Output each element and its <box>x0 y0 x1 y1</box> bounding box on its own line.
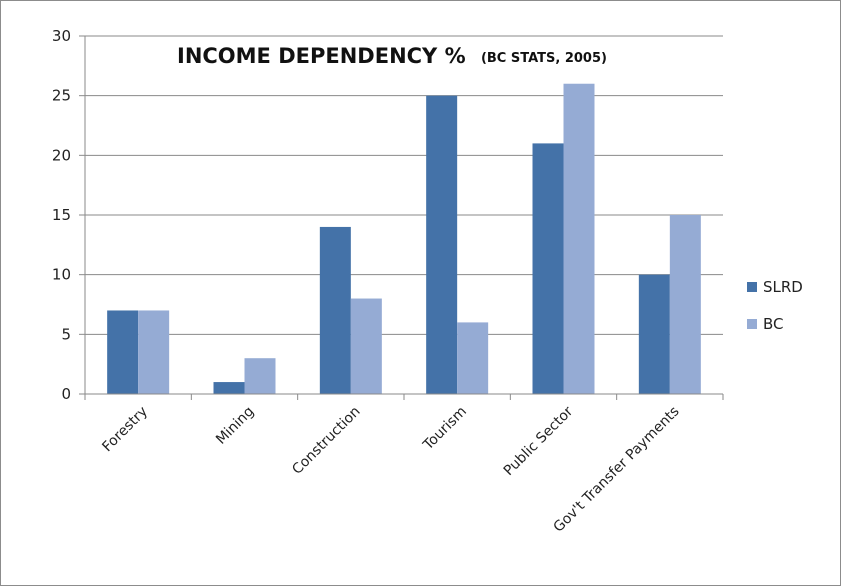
y-tick-label: 0 <box>61 385 71 403</box>
chart-subtitle: (BC STATS, 2005) <box>481 51 607 66</box>
y-tick-label: 20 <box>52 146 71 164</box>
y-tick-label: 5 <box>61 325 71 343</box>
bar-slrd <box>638 274 670 394</box>
x-tick-label: Public Sector <box>501 403 577 479</box>
bars <box>107 83 701 395</box>
bar-bc <box>138 310 170 394</box>
bar-slrd <box>319 226 351 394</box>
chart-title-main: INCOME DEPENDENCY % <box>177 44 466 68</box>
chart-title: INCOME DEPENDENCY % (BC STATS, 2005) <box>177 44 607 68</box>
y-tick-label: 25 <box>52 87 71 105</box>
x-tick-label: Tourism <box>420 404 470 454</box>
bar-bc <box>244 358 276 394</box>
x-tick-label: Forestry <box>99 404 151 456</box>
bar-slrd <box>426 95 458 395</box>
x-tick-label: Gov't Transfer Payments <box>551 404 683 536</box>
y-axis-ticks: 0 5 10 15 20 25 30 <box>52 27 85 403</box>
legend-label-bc: BC <box>763 315 784 333</box>
x-tick-label: Construction <box>289 404 363 478</box>
gridlines <box>85 35 723 335</box>
legend: SLRD BC <box>747 278 803 333</box>
bar-slrd <box>107 310 139 394</box>
y-tick-label: 15 <box>52 206 71 224</box>
legend-swatch-slrd <box>747 282 757 292</box>
bar-slrd <box>213 382 245 394</box>
bar-bc <box>350 298 382 394</box>
x-tick-label: Mining <box>213 404 257 448</box>
legend-swatch-bc <box>747 319 757 329</box>
x-axis-ticks: Forestry Mining Construction Tourism Public … <box>84 394 724 536</box>
y-tick-label: 30 <box>52 27 71 45</box>
bar-bc <box>669 215 701 394</box>
bar-slrd <box>532 143 564 394</box>
bar-bc <box>457 322 489 394</box>
legend-label-slrd: SLRD <box>763 278 803 296</box>
bar-bc <box>563 83 595 394</box>
y-tick-label: 10 <box>52 266 71 284</box>
